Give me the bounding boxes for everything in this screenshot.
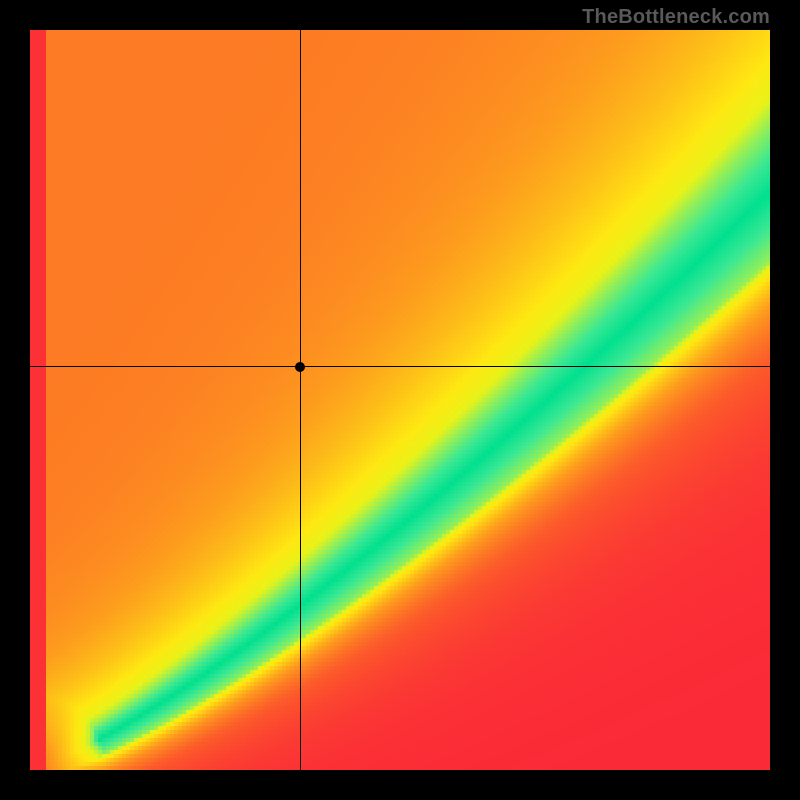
crosshair-marker [295,362,305,372]
watermark-text: TheBottleneck.com [582,6,770,29]
heatmap-canvas [30,30,770,770]
crosshair-horizontal [30,366,770,367]
heatmap-plot [30,30,770,770]
outer-frame: TheBottleneck.com [0,0,800,800]
crosshair-vertical [300,30,301,770]
